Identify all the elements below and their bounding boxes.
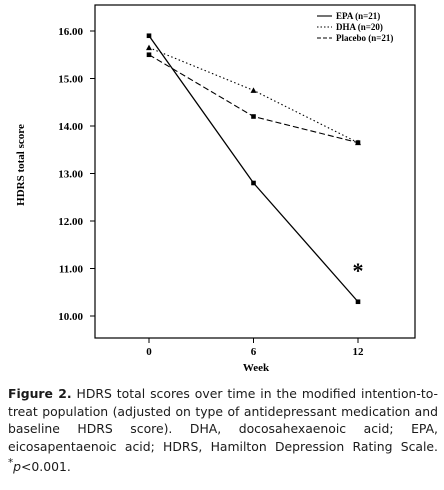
x-axis-ticks: 0 6 12 [146, 338, 364, 358]
data-point-square [251, 114, 256, 119]
figure-label: Figure 2. [8, 386, 72, 401]
series-line-2 [148, 47, 359, 144]
legend-label: Placebo (n=21) [336, 33, 393, 43]
y-axis-ticks: 10.00 11.00 12.00 13.00 14.00 15.00 16.00 [58, 26, 95, 323]
series-layer [146, 33, 361, 305]
x-axis-title: Week [243, 362, 270, 374]
legend-label: EPA (n=21) [336, 11, 380, 21]
x-tick-label: 0 [146, 346, 152, 358]
data-point-square [146, 52, 152, 58]
figure-caption: Figure 2. HDRS total scores over time in… [8, 385, 438, 476]
series-line-1 [148, 35, 359, 303]
data-point-square [251, 180, 256, 186]
caption-text: HDRS total scores over time in the modif… [8, 386, 438, 454]
caption-text-end: <0.001. [21, 459, 71, 475]
y-tick-label: 12.00 [58, 216, 83, 228]
legend: EPA (n=21)DHA (n=20)Placebo (n=21) [317, 11, 393, 43]
y-tick-label: 13.00 [58, 169, 83, 181]
y-tick-label: 11.00 [59, 264, 84, 276]
series-line-3 [148, 54, 359, 144]
x-tick-label: 6 [251, 346, 257, 358]
plot-frame [94, 4, 416, 339]
y-axis-title: HDRS total score [15, 124, 27, 206]
y-tick-label: 10.00 [58, 311, 83, 323]
significance-annotation: * [353, 258, 364, 283]
line-chart: HDRS total score Week 10.00 11.00 12.00 13.… [15, 4, 416, 374]
y-tick-label: 16.00 [58, 26, 83, 38]
data-point-square [146, 33, 152, 39]
legend-label: DHA (n=20) [336, 22, 383, 32]
data-point-square [355, 299, 361, 305]
caption-star: * [8, 457, 14, 469]
data-point-triangle [146, 44, 152, 51]
y-tick-label: 15.00 [58, 74, 83, 86]
data-point-triangle [250, 87, 257, 93]
data-point-square [355, 140, 361, 145]
x-tick-label: 12 [353, 346, 365, 358]
y-tick-label: 14.00 [58, 121, 83, 133]
chart-container: HDRS total score Week 10.00 11.00 12.00 13.… [15, 4, 416, 374]
caption-p: p [13, 459, 22, 475]
